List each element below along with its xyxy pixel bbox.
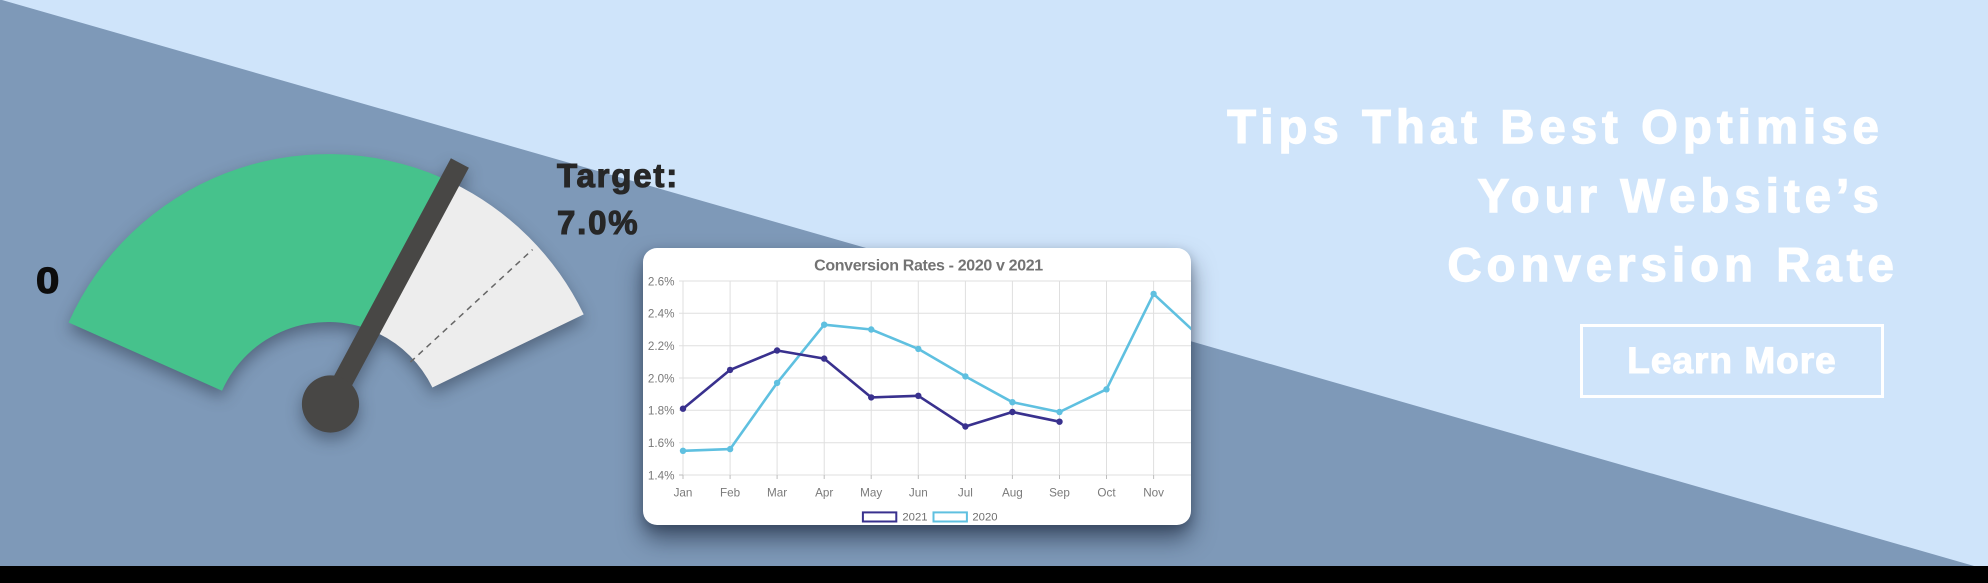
svg-text:Jan: Jan <box>674 487 693 500</box>
svg-text:Mar: Mar <box>767 487 787 500</box>
svg-text:Nov: Nov <box>1143 487 1164 500</box>
svg-text:2.4%: 2.4% <box>648 308 675 321</box>
svg-text:Feb: Feb <box>720 487 741 500</box>
svg-text:1.4%: 1.4% <box>648 469 675 482</box>
svg-text:Jun: Jun <box>909 487 928 500</box>
svg-text:Conversion Rates - 2020 v 2021: Conversion Rates - 2020 v 2021 <box>814 257 1043 274</box>
svg-text:Aug: Aug <box>1002 487 1023 500</box>
svg-text:Oct: Oct <box>1097 487 1116 500</box>
svg-text:Jul: Jul <box>958 487 973 500</box>
svg-text:Sep: Sep <box>1049 487 1070 500</box>
svg-text:Apr: Apr <box>815 487 833 500</box>
svg-text:May: May <box>860 487 882 500</box>
svg-text:1.6%: 1.6% <box>648 437 675 450</box>
svg-text:1.8%: 1.8% <box>648 405 675 418</box>
svg-text:2.6%: 2.6% <box>648 275 675 288</box>
svg-text:2020: 2020 <box>972 512 997 524</box>
svg-text:2021: 2021 <box>902 512 927 524</box>
svg-text:2.2%: 2.2% <box>648 340 675 353</box>
svg-text:2.0%: 2.0% <box>648 372 675 385</box>
